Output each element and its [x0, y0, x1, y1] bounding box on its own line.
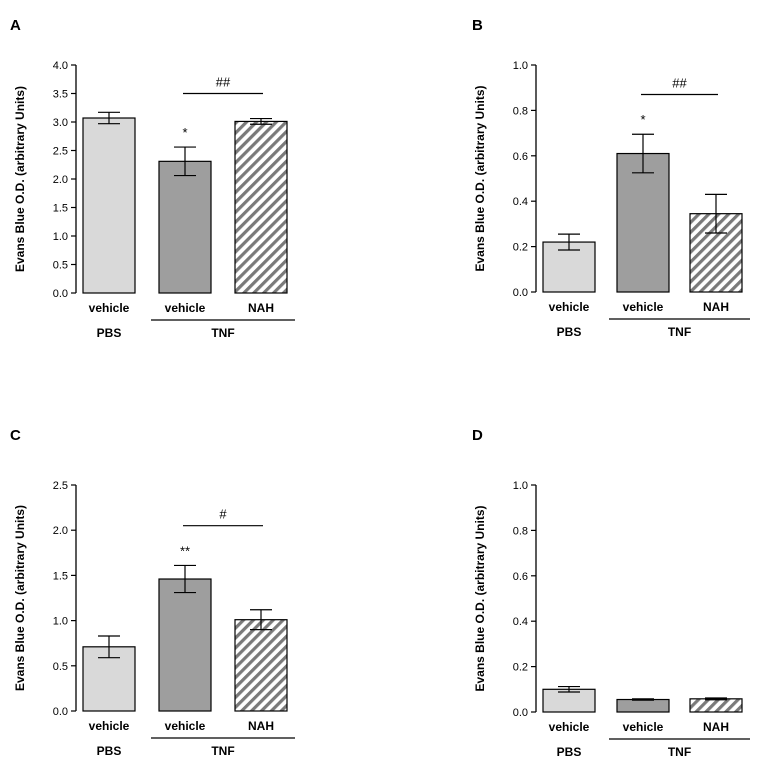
panel-letter: D: [472, 427, 483, 444]
y-tick-label: 0.0: [513, 287, 528, 299]
group-label: TNF: [211, 744, 234, 758]
bar: [616, 698, 670, 713]
y-axis-label: Evans Blue O.D. (arbitrary Units): [473, 85, 487, 271]
bar: [158, 578, 212, 712]
y-tick-label: 3.5: [53, 89, 68, 101]
comparison-marker: ##: [672, 76, 687, 91]
group-label: TNF: [211, 326, 234, 340]
y-tick-label: 2.0: [53, 174, 68, 186]
group-label: PBS: [97, 744, 122, 758]
y-tick-label: 1.0: [513, 480, 528, 492]
panel-a: A 0.0 0.5 1.0 1.5 2.0 2.5 3.0 3.5 4.0 Evans Blue O…: [10, 17, 295, 340]
bar: [542, 688, 596, 713]
y-tick-label: 0.2: [513, 242, 528, 254]
bar: [82, 117, 136, 294]
y-axis-label: Evans Blue O.D. (arbitrary Units): [13, 86, 27, 272]
category-label: vehicle: [549, 720, 590, 734]
y-tick-label: 4.0: [53, 60, 68, 72]
group-label: PBS: [557, 745, 582, 759]
category-label: vehicle: [89, 301, 130, 315]
group-label: TNF: [668, 745, 691, 759]
panel-letter: C: [10, 427, 21, 444]
bar: [234, 619, 288, 712]
y-tick-label: 0.6: [513, 151, 528, 163]
y-tick-label: 1.0: [513, 60, 528, 72]
y-tick-label: 0.8: [513, 105, 528, 117]
y-tick-label: 0.6: [513, 571, 528, 583]
panel-letter: B: [472, 17, 483, 34]
group-label: PBS: [557, 325, 582, 339]
group-label: TNF: [668, 325, 691, 339]
category-label: vehicle: [549, 300, 590, 314]
bar: [689, 698, 743, 713]
bar: [158, 160, 212, 294]
panel-c: C 0.0 0.5 1.0 1.5 2.0 2.5 Evans Blue O.D. (arbi…: [10, 427, 295, 758]
y-tick-label: 3.0: [53, 117, 68, 129]
significance-marker: **: [180, 543, 190, 558]
panel-b: B 0.0 0.2 0.4 0.6 0.8 1.0 Evans Blue O.D. (arbi…: [472, 17, 750, 339]
y-tick-label: 1.0: [53, 231, 68, 243]
panel-letter: A: [10, 17, 21, 34]
bar: [616, 152, 670, 293]
category-label: NAH: [703, 300, 729, 314]
category-label: vehicle: [623, 300, 664, 314]
y-axis-label: Evans Blue O.D. (arbitrary Units): [473, 505, 487, 691]
y-tick-label: 2.0: [53, 525, 68, 537]
group-label: PBS: [97, 326, 122, 340]
y-tick-label: 1.5: [53, 570, 68, 582]
category-label: vehicle: [165, 719, 206, 733]
y-tick-label: 0.0: [53, 288, 68, 300]
bar: [234, 120, 288, 294]
y-tick-label: 0.8: [513, 525, 528, 537]
category-label: vehicle: [89, 719, 130, 733]
y-tick-label: 0.4: [513, 616, 528, 628]
y-axis-label: Evans Blue O.D. (arbitrary Units): [13, 505, 27, 691]
y-tick-label: 0.4: [513, 196, 528, 208]
category-label: NAH: [248, 719, 274, 733]
y-tick-label: 2.5: [53, 146, 68, 158]
comparison-marker: #: [219, 507, 227, 522]
significance-marker: *: [182, 125, 187, 140]
comparison-marker: ##: [216, 75, 231, 90]
y-tick-label: 0.5: [53, 661, 68, 673]
y-tick-label: 0.5: [53, 260, 68, 272]
panel-d: D 0.0 0.2 0.4 0.6 0.8 1.0 Evans Blue O.D. (arbi…: [472, 427, 750, 759]
category-label: NAH: [248, 301, 274, 315]
category-label: vehicle: [165, 301, 206, 315]
significance-marker: *: [640, 112, 645, 127]
category-label: vehicle: [623, 720, 664, 734]
y-tick-label: 2.5: [53, 480, 68, 492]
category-label: NAH: [703, 720, 729, 734]
y-tick-label: 1.5: [53, 203, 68, 215]
y-tick-label: 0.0: [53, 706, 68, 718]
y-tick-label: 0.0: [513, 707, 528, 719]
y-tick-label: 1.0: [53, 616, 68, 628]
y-tick-label: 0.2: [513, 662, 528, 674]
